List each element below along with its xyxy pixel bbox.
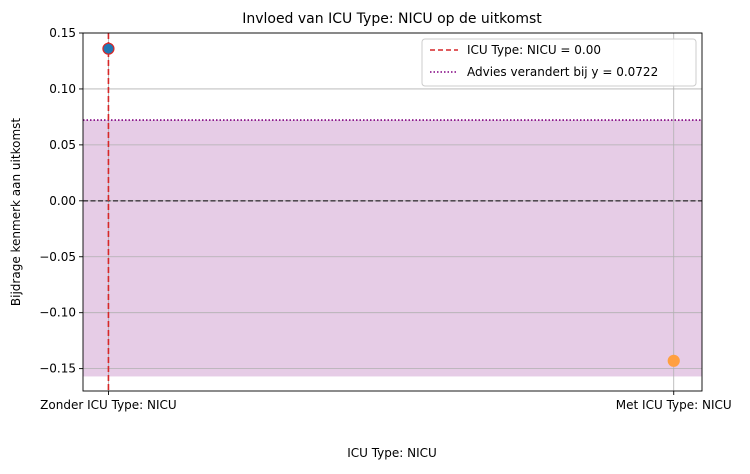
data-point-0: [102, 42, 115, 55]
x-tick-label-0: Zonder ICU Type: NICU: [40, 398, 177, 412]
y-tick-label-1: −0.10: [39, 306, 76, 320]
y-tick-label-6: 0.15: [49, 26, 76, 40]
plot-frame: [82, 32, 703, 392]
chart-title: Invloed van ICU Type: NICU op de uitkoms…: [242, 11, 542, 27]
y-tick-label-3: 0.00: [49, 194, 76, 208]
legend: ICU Type: NICU = 0.00 Advies verandert b…: [421, 38, 697, 87]
y-tick-label-0: −0.15: [39, 362, 76, 376]
x-axis-label: ICU Type: NICU: [347, 446, 437, 460]
shaded-region: [83, 120, 702, 377]
y-tick-label-4: 0.05: [49, 138, 76, 152]
y-tick-label-5: 0.10: [49, 82, 76, 96]
y-axis-label: Bijdrage kenmerk aan uitkomst: [9, 118, 23, 306]
y-tick-label-2: −0.05: [39, 250, 76, 264]
data-point-1: [667, 354, 680, 367]
x-tick-label-1: Met ICU Type: NICU: [616, 398, 732, 412]
legend-entry-vline: ICU Type: NICU = 0.00: [467, 43, 601, 57]
legend-entry-threshold: Advies verandert bij y = 0.0722: [467, 65, 658, 79]
legend-box: [421, 38, 697, 87]
